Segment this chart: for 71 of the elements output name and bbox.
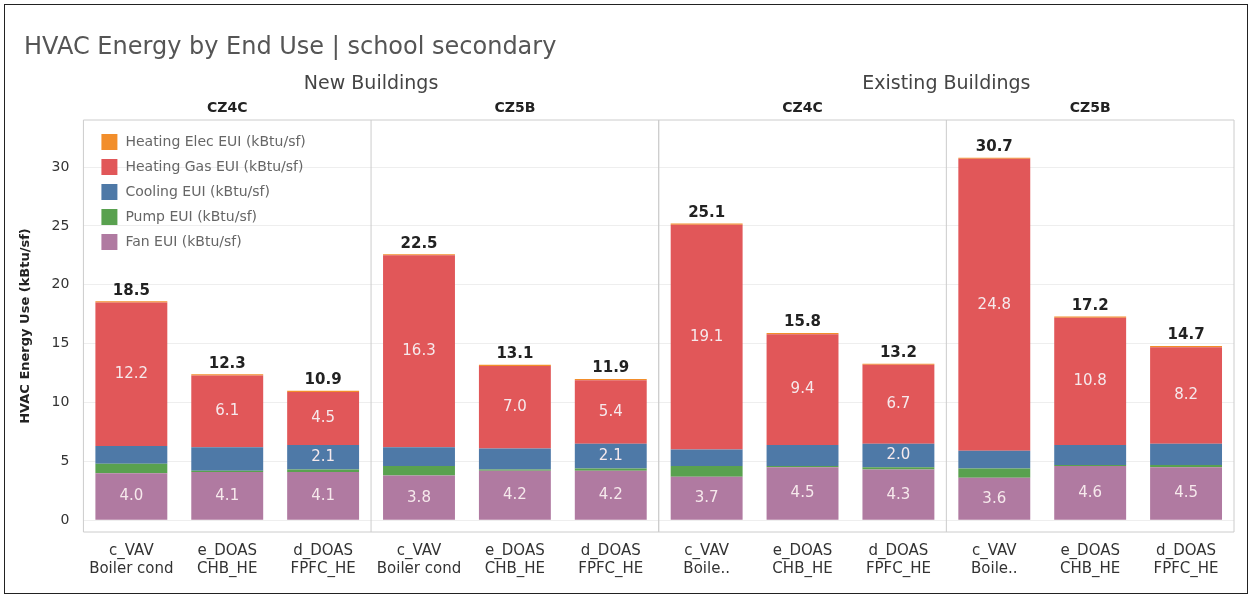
- legend-label: Cooling EUI (kBtu/sf): [125, 182, 270, 199]
- x-tick-label: c_VAV Boile..: [683, 540, 730, 577]
- data-label: 2.1: [598, 445, 623, 464]
- y-tick-label: 0: [60, 510, 70, 527]
- text: New Buildings: [303, 70, 439, 93]
- data-label: 4.5: [790, 483, 815, 502]
- data-label: 4.5: [311, 408, 336, 427]
- data-label: 9.4: [790, 379, 815, 398]
- total-label: 14.7: [1167, 325, 1205, 344]
- x-tick-label: d_DOAS FPFC_HE: [290, 540, 356, 578]
- total-label: 13.1: [496, 344, 534, 363]
- legend-label: Heating Gas EUI (kBtu/sf): [125, 157, 304, 174]
- data-label: 3.8: [407, 487, 431, 506]
- data-label: 2.1: [311, 447, 336, 466]
- x-tick-label: e_DOAS CHB_HE: [1060, 540, 1121, 578]
- data-label: 4.1: [215, 485, 240, 504]
- data-label: 24.8: [977, 294, 1011, 313]
- data-label: 19.1: [689, 327, 724, 346]
- data-label: 8.2: [1174, 385, 1198, 404]
- y-tick-label: 5: [60, 452, 70, 469]
- text: CZ4C: [207, 98, 248, 115]
- legend-label: Pump EUI (kBtu/sf): [125, 207, 258, 224]
- data-label: 6.7: [886, 394, 911, 413]
- y-tick-label: 25: [51, 216, 70, 233]
- y-tick-label: 10: [51, 393, 70, 410]
- total-label: 18.5: [112, 280, 150, 299]
- text: CZ5B: [1069, 98, 1111, 115]
- data-label: 7.0: [502, 397, 527, 416]
- data-label: 16.3: [402, 341, 436, 360]
- x-tick-label: e_DOAS CHB_HE: [197, 540, 258, 578]
- y-axis-title: HVAC Energy Use (kBtu/sf): [17, 228, 33, 424]
- total-label: 17.2: [1071, 295, 1109, 314]
- y-tick-label: 15: [51, 334, 70, 351]
- data-label: 10.8: [1073, 371, 1107, 390]
- x-tick-label: d_DOAS FPFC_HE: [578, 540, 644, 578]
- data-label: 3.7: [694, 488, 719, 507]
- data-label: 12.2: [114, 364, 149, 383]
- total-label: 22.5: [400, 233, 438, 252]
- x-tick-label: c_VAV Boiler cond: [89, 540, 174, 577]
- data-label: 4.5: [1174, 483, 1198, 502]
- x-tick-label: e_DOAS CHB_HE: [772, 540, 833, 578]
- x-tick-label: d_DOAS FPFC_HE: [1153, 540, 1219, 578]
- x-tick-label: c_VAV Boiler cond: [376, 540, 462, 577]
- data-label: 2.0: [886, 445, 911, 464]
- data-label: 4.3: [886, 484, 911, 503]
- total-label: 11.9: [592, 358, 630, 377]
- text: CZ5B: [494, 98, 536, 115]
- y-tick-label: 20: [51, 275, 70, 292]
- text: CZ4C: [782, 98, 823, 115]
- total-label: 10.9: [304, 370, 342, 389]
- data-label: 4.2: [502, 485, 527, 504]
- data-label: 4.2: [598, 485, 623, 504]
- data-label: 4.6: [1078, 482, 1103, 501]
- y-tick-label: 30: [51, 157, 70, 174]
- chart-title: HVAC Energy by End Use | school secondary: [24, 32, 557, 60]
- total-label: 15.8: [784, 312, 822, 331]
- data-label: 5.4: [598, 401, 623, 420]
- total-label: 30.7: [975, 137, 1013, 156]
- data-label: 4.0: [119, 486, 144, 505]
- legend-label: Heating Elec EUI (kBtu/sf): [125, 132, 306, 149]
- x-tick-label: c_VAV Boile..: [971, 540, 1018, 577]
- data-label: 6.1: [215, 401, 240, 420]
- data-label: 3.6: [982, 488, 1007, 507]
- total-label: 12.3: [208, 353, 246, 372]
- legend-label: Fan EUI (kBtu/sf): [125, 232, 242, 249]
- data-label: 4.1: [311, 485, 336, 504]
- text: Existing Buildings: [862, 70, 1031, 93]
- x-tick-label: d_DOAS FPFC_HE: [865, 540, 931, 578]
- x-tick-label: e_DOAS CHB_HE: [484, 540, 546, 578]
- total-label: 25.1: [688, 202, 726, 221]
- total-label: 13.2: [879, 343, 917, 362]
